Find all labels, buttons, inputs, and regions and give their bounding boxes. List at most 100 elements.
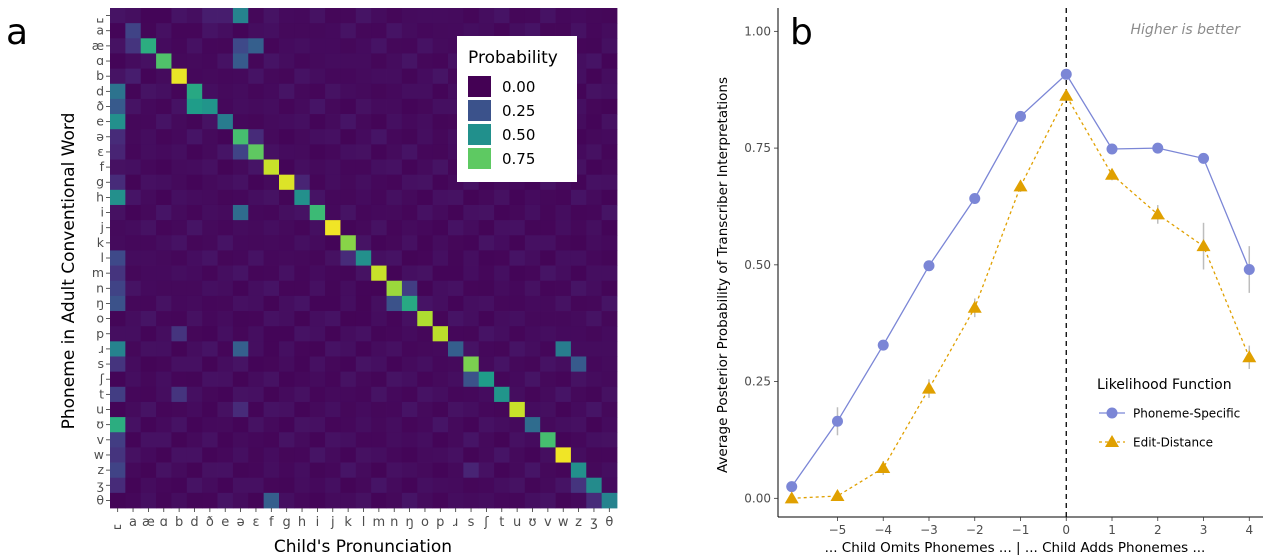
heatmap-cell xyxy=(156,371,172,388)
heatmap-cell xyxy=(156,83,172,100)
heatmap-cell xyxy=(478,204,495,221)
heatmap-cell xyxy=(524,204,541,221)
heatmap-cell xyxy=(417,447,434,463)
heatmap-cell xyxy=(355,204,372,221)
heatmap-cell xyxy=(186,341,203,357)
heatmap-cell xyxy=(263,462,280,479)
heatmap-cell xyxy=(110,68,126,85)
heatmap-cell xyxy=(586,250,603,266)
heatmap-cell xyxy=(294,98,311,115)
heatmap-cell xyxy=(248,341,265,357)
heatmap-cell xyxy=(294,250,311,266)
heatmap-cell xyxy=(463,371,480,388)
heatmap-cell xyxy=(125,189,142,206)
heatmap-cell xyxy=(355,8,372,24)
heatmap-cell xyxy=(355,386,372,403)
heatmap-cell xyxy=(386,250,403,266)
heatmap-cell xyxy=(401,265,418,282)
heatmap-cell xyxy=(202,114,218,130)
heatmap-cell xyxy=(217,68,234,85)
heatmap-cell xyxy=(355,23,372,39)
heatmap-cell xyxy=(355,492,372,509)
heatmap-cell xyxy=(570,462,587,479)
heatmap-y-tick-label: d xyxy=(96,83,104,98)
heatmap-x-tick-label: m xyxy=(373,515,386,530)
heatmap-cell xyxy=(294,477,311,494)
heatmap-cell xyxy=(417,235,434,251)
heatmap-cell xyxy=(494,477,510,494)
heatmap-cell xyxy=(401,23,418,39)
heatmap-cell xyxy=(309,114,326,130)
heatmap-cell xyxy=(294,280,311,297)
heatmap-cell xyxy=(355,311,372,327)
heatmap-cell xyxy=(110,53,126,69)
heatmap-cell xyxy=(263,295,280,312)
heatmap-cell xyxy=(186,144,203,160)
heatmap-cell xyxy=(279,159,295,176)
heatmap-cell xyxy=(340,371,357,388)
heatmap-cell xyxy=(186,114,203,130)
heatmap-cell xyxy=(309,68,326,85)
heatmap-cell xyxy=(171,311,188,327)
heatmap-cell xyxy=(586,53,603,69)
heatmap-cell xyxy=(156,341,172,357)
heatmap-cell xyxy=(417,8,434,24)
heatmap-cell xyxy=(540,189,556,206)
heatmap-cell xyxy=(156,295,172,312)
heatmap-cell xyxy=(340,53,357,69)
heatmap-cell xyxy=(309,311,326,327)
heatmap-cell xyxy=(294,159,311,176)
heatmap-cell xyxy=(448,250,464,266)
phoneme-specific-point xyxy=(1243,264,1255,276)
heatmap-cell xyxy=(540,477,556,494)
heatmap-y-tick-label: g xyxy=(96,174,104,189)
heatmap-cell xyxy=(217,129,234,145)
heatmap-cell xyxy=(417,144,434,160)
heatmap-cell xyxy=(140,174,157,191)
heatmap-cell xyxy=(601,295,618,312)
heatmap-cell xyxy=(386,492,403,509)
heatmap-cell xyxy=(401,280,418,297)
heatmap-cell xyxy=(279,492,295,509)
heatmap-cell xyxy=(432,53,449,69)
heatmap-cell xyxy=(232,386,249,403)
heatmap-cell xyxy=(494,386,510,403)
heatmap-cell xyxy=(555,220,572,236)
heatmap-cell xyxy=(540,295,556,312)
heatmap-cell xyxy=(586,8,603,24)
heatmap-cell xyxy=(140,23,157,39)
heatmap-cell xyxy=(371,371,387,388)
heatmap-cell xyxy=(171,114,188,130)
heatmap-cell xyxy=(186,311,203,327)
heatmap-cell xyxy=(386,23,403,39)
heatmap-cell xyxy=(555,341,572,357)
heatmap-cell xyxy=(570,204,587,221)
heatmap-cell xyxy=(140,477,157,494)
heatmap-cell xyxy=(125,144,142,160)
heatmap-cell xyxy=(524,250,541,266)
heatmap-y-tick-label: ð xyxy=(96,98,104,113)
line-chart-series xyxy=(784,68,1257,504)
heatmap-cell xyxy=(279,462,295,479)
heatmap-x-tick-label: g xyxy=(283,515,291,530)
heatmap-cell xyxy=(186,159,203,176)
heatmap-cell xyxy=(540,23,556,39)
heatmap-cell xyxy=(448,265,464,282)
heatmap-cell xyxy=(217,23,234,39)
heatmap-cell xyxy=(355,129,372,145)
heatmap-x-tick-label: ɑ xyxy=(160,515,168,530)
heatmap-cell xyxy=(294,447,311,463)
heatmap-cell xyxy=(279,386,295,403)
heatmap-legend-label: 0.00 xyxy=(502,78,535,96)
heatmap-cell xyxy=(570,356,587,373)
heatmap-y-tick-label: n xyxy=(96,280,104,295)
heatmap-cell xyxy=(140,447,157,463)
heatmap-cell xyxy=(448,23,464,39)
heatmap-cell xyxy=(371,492,387,509)
heatmap-cell xyxy=(186,371,203,388)
heatmap-cell xyxy=(555,356,572,373)
heatmap-cell xyxy=(309,204,326,221)
heatmap-cell xyxy=(586,371,603,388)
heatmap-cell xyxy=(217,38,234,54)
heatmap-cell xyxy=(570,492,587,509)
